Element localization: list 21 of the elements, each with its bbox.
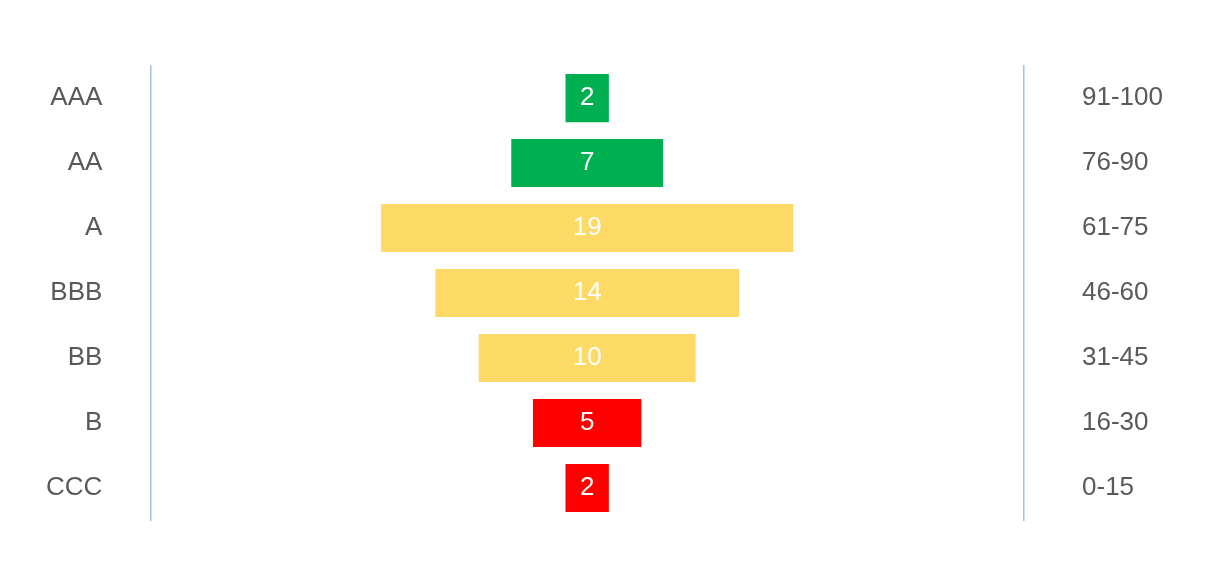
category-label: AA xyxy=(67,146,103,177)
category-label: CCC xyxy=(45,471,103,502)
category-label: 16-30 xyxy=(1082,406,1149,437)
category-label: 0-15 xyxy=(1082,471,1135,502)
category-label: BBB xyxy=(50,276,103,307)
category-label: B xyxy=(84,406,103,437)
category-label: A xyxy=(84,211,103,242)
category-label: 61-75 xyxy=(1082,211,1149,242)
category-label: 46-60 xyxy=(1082,276,1149,307)
data-label: 14 xyxy=(572,276,602,307)
data-label: 7 xyxy=(579,146,595,177)
category-label: 76-90 xyxy=(1082,146,1149,177)
data-label: 2 xyxy=(579,81,595,112)
category-label: 31-45 xyxy=(1082,341,1149,372)
category-label: BB xyxy=(67,341,103,372)
data-label: 5 xyxy=(579,406,595,437)
data-label: 10 xyxy=(572,341,602,372)
data-label: 2 xyxy=(579,471,595,502)
category-label: 91-100 xyxy=(1082,81,1164,112)
category-label: AAA xyxy=(50,81,103,112)
data-label: 19 xyxy=(572,211,602,242)
